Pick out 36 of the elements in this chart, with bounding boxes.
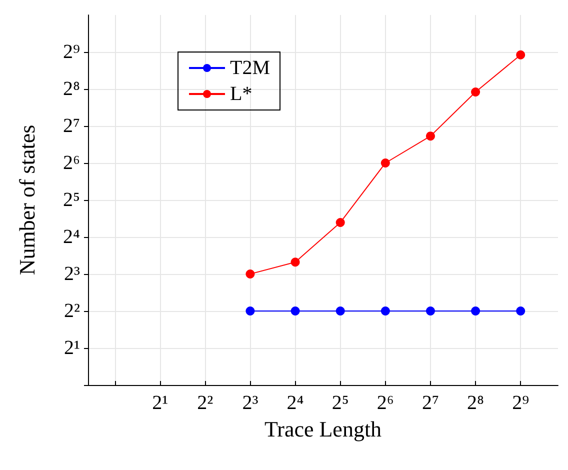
y-tick-label: 2⁸ <box>63 78 80 100</box>
point <box>516 306 526 316</box>
point <box>336 218 345 227</box>
point <box>290 258 300 267</box>
point <box>380 306 390 316</box>
point <box>246 306 255 316</box>
x-tick-label: 2⁴ <box>286 392 304 414</box>
point <box>471 88 480 96</box>
y-tick-label: 2³ <box>64 263 80 285</box>
point <box>516 50 526 60</box>
legend-label: L* <box>230 83 252 105</box>
point <box>426 132 435 141</box>
x-tick-label: 2⁶ <box>376 392 394 414</box>
point <box>426 306 435 316</box>
x-tick-label: 2³ <box>242 392 258 414</box>
legend-label: T2M <box>230 57 270 79</box>
x-tick-label: 2² <box>197 392 214 414</box>
point <box>290 306 300 316</box>
y-tick-label: 2¹ <box>64 337 80 359</box>
y-tick-label: 2⁴ <box>63 226 80 248</box>
x-axis-title: Trace Length <box>264 416 382 442</box>
y-tick-label: 2⁵ <box>63 189 80 211</box>
y-tick-label: 2² <box>64 300 80 322</box>
y-axis-title: Number of states <box>14 124 40 276</box>
x-tick-label: 2¹ <box>152 392 168 414</box>
y-tick-label: 2⁹ <box>63 41 80 63</box>
x-tick-label: 2⁷ <box>422 392 439 414</box>
point <box>471 306 480 316</box>
y-tick-label: 2⁶ <box>63 152 80 174</box>
x-tick-label: 2⁵ <box>332 392 349 414</box>
y-tick-label: 2⁷ <box>63 115 80 137</box>
x-tick-label: 2⁹ <box>512 392 530 414</box>
x-tick-label: 2⁸ <box>467 392 484 414</box>
point <box>336 306 345 316</box>
point <box>380 158 390 168</box>
point <box>246 270 255 278</box>
